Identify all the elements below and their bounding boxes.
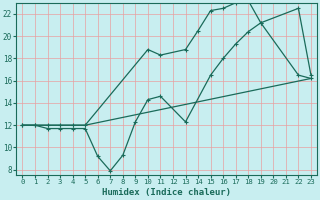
X-axis label: Humidex (Indice chaleur): Humidex (Indice chaleur) [102,188,231,197]
